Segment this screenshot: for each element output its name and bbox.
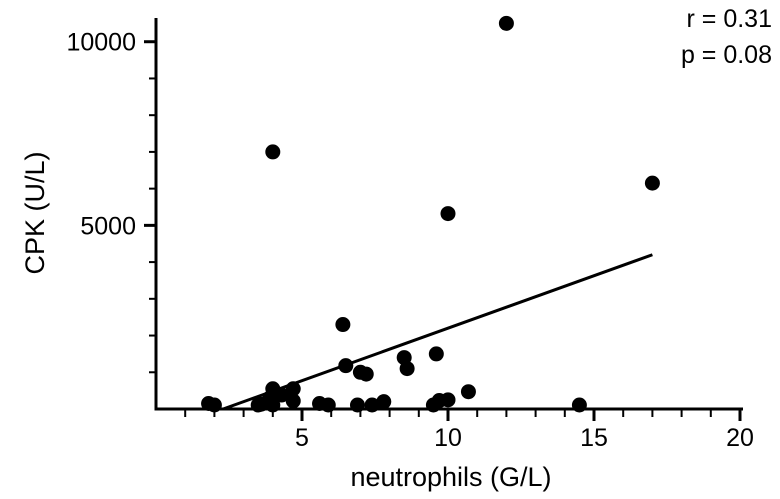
x-axis-title: neutrophils (G/L) <box>350 462 551 492</box>
data-point <box>364 397 380 413</box>
data-point <box>250 397 266 413</box>
y-axis-title: CPK (U/L) <box>20 151 50 274</box>
data-point <box>358 366 374 382</box>
data-point <box>265 144 281 160</box>
data-points <box>201 15 660 413</box>
x-tick-label: 15 <box>580 424 608 452</box>
data-point <box>571 397 587 413</box>
y-tick-label: 5000 <box>80 212 136 240</box>
data-point <box>440 206 456 222</box>
x-tick-label: 20 <box>726 424 754 452</box>
data-point <box>376 394 392 410</box>
data-point <box>285 393 301 409</box>
data-point <box>320 397 336 413</box>
data-point <box>338 358 354 374</box>
data-point <box>206 397 222 413</box>
data-point <box>428 346 444 362</box>
data-point <box>335 317 351 333</box>
y-minor-ticks <box>149 77 156 374</box>
data-point <box>265 397 281 413</box>
x-tick-label: 5 <box>295 424 309 452</box>
p-value-label: p = 0.08 <box>681 41 772 69</box>
data-point <box>285 381 301 397</box>
data-point <box>399 361 415 377</box>
x-tick-label: 10 <box>434 424 462 452</box>
y-tick-label: 10000 <box>66 29 136 57</box>
data-point <box>274 387 290 403</box>
correlation-r-label: r = 0.31 <box>687 5 772 33</box>
data-point <box>644 175 660 191</box>
y-ticks: 5000 10000 <box>66 29 156 240</box>
data-point <box>498 15 514 31</box>
data-point <box>425 397 441 413</box>
x-ticks: 5 10 15 20 <box>184 409 754 452</box>
data-point <box>349 397 365 413</box>
data-point <box>460 384 476 400</box>
